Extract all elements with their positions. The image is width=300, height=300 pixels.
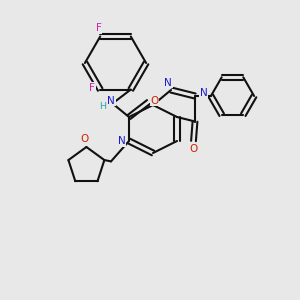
- Text: O: O: [189, 143, 198, 154]
- Text: N: N: [164, 77, 172, 88]
- Text: N: N: [118, 136, 125, 146]
- Text: O: O: [150, 95, 159, 106]
- Text: O: O: [81, 134, 89, 145]
- Text: N: N: [107, 95, 115, 106]
- Text: N: N: [200, 88, 207, 98]
- Text: F: F: [89, 83, 95, 93]
- Text: F: F: [96, 23, 102, 33]
- Text: H: H: [99, 102, 106, 111]
